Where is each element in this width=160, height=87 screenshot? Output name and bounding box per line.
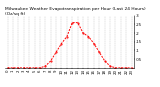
Text: Milwaukee Weather Evapotranspiration per Hour (Last 24 Hours) (Oz/sq ft): Milwaukee Weather Evapotranspiration per… [5, 7, 145, 16]
